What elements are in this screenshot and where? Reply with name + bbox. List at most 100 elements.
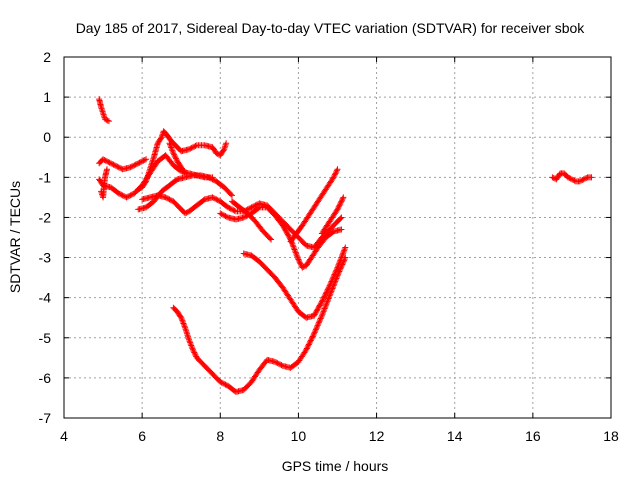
data-point [580,176,587,183]
data-point [105,158,112,165]
data-point [226,205,233,212]
data-point [169,147,176,154]
data-point [221,212,228,219]
data-point [340,194,347,201]
data-point [179,319,186,326]
data-point [177,313,184,320]
data-point [323,299,330,306]
data-point [576,178,583,185]
data-point [179,317,186,324]
data-point [317,316,324,323]
x-tick-label: 8 [216,428,224,444]
data-point [326,292,333,299]
data-point [126,193,133,200]
data-point [208,175,215,182]
data-point [274,360,281,367]
data-point [337,265,344,272]
data-point [206,175,213,182]
data-point [313,307,320,314]
data-point [338,262,345,269]
chart-title: Day 185 of 2017, Sidereal Day-to-day VTE… [76,20,586,36]
data-point [209,194,216,201]
data-point [178,316,185,323]
data-point [167,197,174,204]
data-point [342,254,349,261]
data-point [285,232,292,239]
y-tick-label: -4 [39,290,52,306]
data-point [169,148,176,155]
data-point [231,207,238,214]
data-point [338,198,345,205]
data-point [187,145,194,152]
data-point [318,299,325,306]
data-point [338,253,345,260]
data-point [173,156,180,163]
data-point [333,168,340,175]
data-point [316,303,323,310]
data-point [190,348,197,355]
data-point [182,170,189,177]
data-point [223,140,230,147]
data-point [171,152,178,159]
data-point [284,231,291,238]
data-point [332,170,339,177]
data-point [181,323,188,330]
data-point [142,179,149,186]
data-point [115,164,122,171]
data-point [311,312,318,319]
data-point [332,278,339,285]
data-point [333,167,340,174]
data-point [130,162,137,169]
data-point [331,281,338,288]
data-point [568,176,575,183]
data-point [277,361,284,368]
data-markers [96,96,595,395]
y-axis-label: SDTVAR / TECUs [7,181,23,293]
data-point [281,225,288,232]
data-point [324,298,331,305]
data-point [249,203,256,210]
data-point [320,296,327,303]
data-point [173,155,180,162]
data-point [100,156,107,163]
data-point [331,279,338,286]
data-point [227,191,234,198]
data-point [117,164,124,171]
data-point [191,349,198,356]
data-point [117,191,124,198]
data-point [118,191,125,198]
data-point [315,305,322,312]
data-point [136,159,143,166]
data-point [135,160,142,167]
data-point [192,142,199,149]
data-point [330,174,337,181]
data-point [168,145,175,152]
data-point [293,250,300,257]
data-point [251,203,258,210]
data-point [313,308,320,315]
x-axis-label: GPS time / hours [282,458,389,474]
data-point [315,319,322,326]
data-point [106,159,113,166]
data-point [335,203,342,210]
y-tick-label: -1 [39,169,52,185]
data-point [321,305,328,312]
data-point [218,211,225,218]
data-point [187,341,194,348]
data-point [340,258,347,265]
data-point [318,298,325,305]
data-point [341,247,348,254]
data-point [336,267,343,274]
data-point [339,251,346,258]
data-point [581,175,588,182]
y-tick-label: 1 [43,89,51,105]
data-point [167,141,174,148]
data-point [247,205,254,212]
data-point [165,195,172,202]
data-point [337,199,344,206]
data-point [588,174,595,181]
data-point [322,302,329,309]
data-point [337,215,344,222]
data-point [132,161,139,168]
